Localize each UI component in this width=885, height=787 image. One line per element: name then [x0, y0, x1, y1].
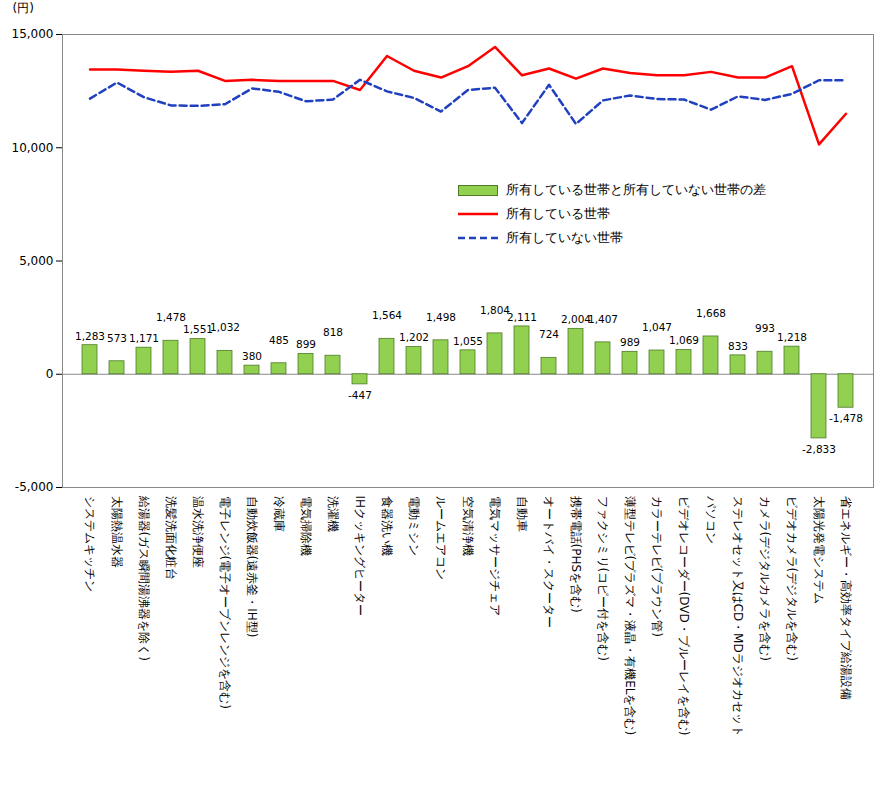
- svg-text:15,000: 15,000: [12, 27, 54, 41]
- svg-text:1,804: 1,804: [480, 304, 510, 316]
- svg-text:1,069: 1,069: [669, 334, 699, 346]
- svg-text:自動車: 自動車: [515, 496, 529, 532]
- svg-text:太陽光発電システム: 太陽光発電システム: [812, 496, 826, 604]
- svg-text:1,032: 1,032: [210, 321, 240, 333]
- svg-text:システムキッチン: システムキッチン: [83, 496, 97, 592]
- svg-text:電子レンジ(電子オーブンレンジを含む): 電子レンジ(電子オーブンレンジを含む): [218, 496, 232, 709]
- svg-text:1,283: 1,283: [75, 330, 105, 342]
- svg-text:ルームエアコン: ルームエアコン: [434, 496, 448, 580]
- svg-text:ビデオカメラ(デジタルを含む): ビデオカメラ(デジタルを含む): [785, 496, 799, 661]
- svg-text:-2,833: -2,833: [802, 443, 836, 455]
- svg-text:1,218: 1,218: [777, 331, 807, 343]
- svg-text:1,498: 1,498: [426, 311, 456, 323]
- svg-text:1,564: 1,564: [372, 309, 402, 321]
- svg-text:724: 724: [539, 328, 559, 340]
- svg-text:573: 573: [107, 332, 127, 344]
- svg-text:カメラ(デジタルカメラを含む): カメラ(デジタルカメラを含む): [758, 496, 772, 661]
- svg-text:給湯器(ガス瞬間湯沸器を除く): 給湯器(ガス瞬間湯沸器を除く): [137, 495, 151, 661]
- svg-text:電動ミシン: 電動ミシン: [407, 496, 421, 556]
- svg-text:1,055: 1,055: [453, 335, 483, 347]
- html-text:所有している世帯: 所有している世帯: [506, 206, 610, 221]
- svg-text:携帯電話(PHSを含む): 携帯電話(PHSを含む): [569, 496, 583, 613]
- svg-text:自動炊飯器(遠赤釜・IH型): 自動炊飯器(遠赤釜・IH型): [245, 496, 259, 638]
- svg-text:ファクシミリ(コピー付を含む): ファクシミリ(コピー付を含む): [596, 496, 610, 661]
- svg-text:989: 989: [620, 336, 640, 348]
- svg-text:冷蔵庫: 冷蔵庫: [272, 496, 286, 532]
- svg-text:2,111: 2,111: [507, 311, 537, 323]
- html-text:所有していない世帯: 所有していない世帯: [506, 230, 623, 245]
- svg-text:1,668: 1,668: [696, 307, 726, 319]
- svg-text:食器洗い機: 食器洗い機: [380, 496, 394, 556]
- svg-text:オートバイ・スクーター: オートバイ・スクーター: [542, 496, 556, 628]
- svg-text:1,478: 1,478: [156, 311, 186, 323]
- svg-text:1,171: 1,171: [129, 332, 159, 344]
- svg-text:太陽熱温水器: 太陽熱温水器: [110, 496, 124, 568]
- svg-text:-1,478: -1,478: [829, 412, 863, 424]
- svg-text:1,407: 1,407: [588, 313, 618, 325]
- svg-text:IHクッキングヒーター: IHクッキングヒーター: [353, 496, 367, 617]
- svg-text:1,202: 1,202: [399, 331, 429, 343]
- svg-text:2,004: 2,004: [561, 313, 591, 325]
- svg-text:洗髪洗面化粧台: 洗髪洗面化粧台: [164, 496, 178, 580]
- svg-text:833: 833: [728, 340, 748, 352]
- svg-text:1,047: 1,047: [642, 321, 672, 333]
- svg-text:温水洗浄便座: 温水洗浄便座: [191, 496, 205, 568]
- svg-text:ステレオセット又はCD・MDラジオカセット: ステレオセット又はCD・MDラジオカセット: [731, 496, 745, 737]
- svg-text:993: 993: [755, 322, 775, 334]
- html-text:所有している世帯と所有していない世帯の差: 所有している世帯と所有していない世帯の差: [506, 182, 766, 197]
- svg-text:電気マッサージチェア: 電気マッサージチェア: [488, 496, 502, 616]
- svg-text:カラーテレビ(ブラウン管): カラーテレビ(ブラウン管): [650, 496, 664, 637]
- svg-text:薄型テレビ(プラズマ・液晶・有機ELを含む): 薄型テレビ(プラズマ・液晶・有機ELを含む): [623, 496, 637, 736]
- svg-text:電気掃除機: 電気掃除機: [299, 496, 313, 556]
- svg-text:(円): (円): [13, 1, 34, 15]
- svg-text:-5,000: -5,000: [15, 480, 54, 494]
- svg-text:-447: -447: [348, 389, 372, 401]
- svg-text:1,551: 1,551: [183, 323, 213, 335]
- svg-text:485: 485: [269, 334, 289, 346]
- svg-text:省エネルギー・高効率タイプ給湯設備: 省エネルギー・高効率タイプ給湯設備: [839, 496, 853, 700]
- svg-text:ビデオレコーダー(DVD・ブルーレイを含む): ビデオレコーダー(DVD・ブルーレイを含む): [677, 496, 691, 736]
- svg-text:10,000: 10,000: [12, 141, 54, 155]
- svg-text:818: 818: [323, 326, 343, 338]
- svg-text:380: 380: [242, 350, 262, 362]
- svg-text:パソコン: パソコン: [704, 495, 718, 544]
- svg-text:空気清浄機: 空気清浄機: [461, 496, 475, 556]
- svg-text:洗濯機: 洗濯機: [326, 496, 340, 532]
- svg-text:5,000: 5,000: [19, 254, 53, 268]
- svg-text:0: 0: [46, 367, 54, 381]
- svg-text:899: 899: [296, 338, 316, 350]
